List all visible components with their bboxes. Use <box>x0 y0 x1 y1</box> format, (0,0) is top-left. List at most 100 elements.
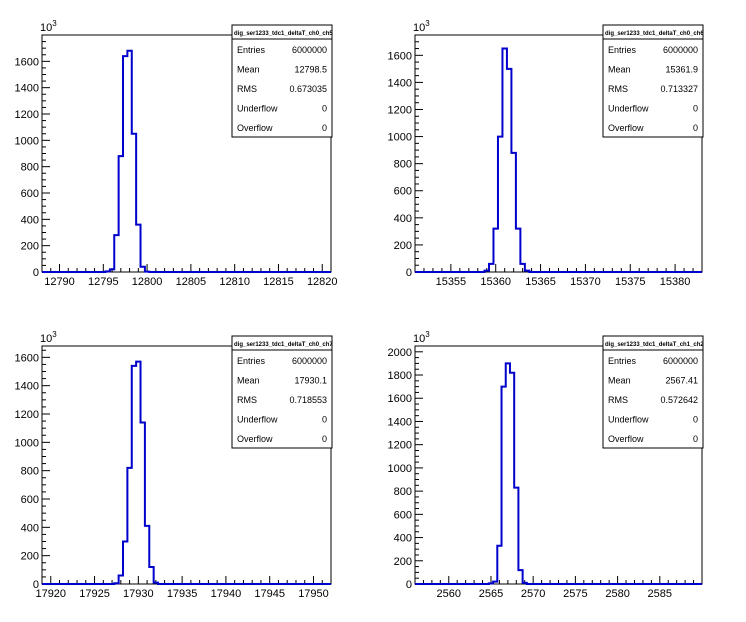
histogram-line <box>415 47 702 273</box>
y-tick-label: 400 <box>394 213 412 225</box>
stats-box-frame <box>602 335 704 449</box>
stats-value: 0.673035 <box>289 84 327 94</box>
stats-value: 0 <box>322 104 327 114</box>
histogram-line <box>415 362 702 585</box>
y-tick-label: 0 <box>406 579 412 591</box>
x-tick-label: 15380 <box>660 276 691 288</box>
y-tick-label: 0 <box>33 579 39 591</box>
y-tick-label: 800 <box>394 159 412 171</box>
x-tick-label: 17950 <box>298 588 329 600</box>
stats-value: 12798.5 <box>294 65 327 75</box>
stats-value: 0 <box>693 123 698 133</box>
stats-value: 0.572642 <box>660 395 698 405</box>
stats-value: 0 <box>322 415 327 425</box>
y-tick-label: 600 <box>394 509 412 521</box>
x-tick-label: 15375 <box>615 276 646 288</box>
y-tick-label: 1400 <box>15 381 39 393</box>
y-tick-label: 1800 <box>388 370 412 382</box>
stats-box: dig_ser1233_tdc1_deltaT_ch0_ch7 Entries 60… <box>231 335 333 449</box>
stats-value: 15361.9 <box>665 65 698 75</box>
y-tick-label: 800 <box>394 486 412 498</box>
stats-box-frame <box>602 24 704 138</box>
x-tick-label: 17930 <box>123 588 154 600</box>
stats-label: Mean <box>237 376 260 386</box>
x-tick-label: 12800 <box>132 276 163 288</box>
stats-title: dig_ser1233_tdc1_deltaT_ch0_ch6 <box>605 31 704 37</box>
y-tick-label: 2000 <box>388 347 412 359</box>
stats-label: Overflow <box>608 123 644 133</box>
histogram-bin <box>506 363 510 584</box>
stats-label: RMS <box>608 395 628 405</box>
stats-value: 6000000 <box>663 45 698 55</box>
y-tick-label: 200 <box>21 241 39 253</box>
y-tick-label: 0 <box>406 267 412 279</box>
y-tick-label: 1000 <box>388 463 412 475</box>
y-tick-label: 1000 <box>15 437 39 449</box>
y-tick-label: 1200 <box>15 409 39 421</box>
histogram-panel-2: 15355 15360 15365 15370 15375 15380 0 200 400 600… <box>388 19 705 288</box>
y-multiplier: 103 <box>40 330 57 345</box>
y-tick-label: 200 <box>394 556 412 568</box>
y-tick-label: 200 <box>394 240 412 252</box>
stats-value: 0 <box>693 415 698 425</box>
histogram-panel-3: 17920 17925 17930 17935 17940 17945 17950 0 200 4… <box>15 330 334 600</box>
stats-label: Entries <box>608 356 637 366</box>
y-multiplier: 103 <box>413 19 430 34</box>
stats-label: Overflow <box>237 123 273 133</box>
stats-value: 6000000 <box>663 356 698 366</box>
stats-label: Mean <box>608 65 631 75</box>
y-tick-label: 1400 <box>388 416 412 428</box>
stats-value: 0.713327 <box>660 84 698 94</box>
stats-value: 6000000 <box>292 45 327 55</box>
x-tick-label: 15360 <box>480 276 511 288</box>
y-tick-label: 1400 <box>15 83 39 95</box>
y-tick-label: 400 <box>21 214 39 226</box>
y-tick-label: 600 <box>21 494 39 506</box>
stats-label: Underflow <box>237 415 278 425</box>
x-tick-label: 2585 <box>648 588 672 600</box>
y-tick-label: 1000 <box>388 132 412 144</box>
y-tick-label: 1200 <box>388 104 412 116</box>
stats-value: 0 <box>693 434 698 444</box>
stats-value: 2567.41 <box>665 376 698 386</box>
stats-title: dig_ser1233_tdc1_deltaT_ch0_ch7 <box>234 342 333 348</box>
x-tick-label: 2575 <box>563 588 587 600</box>
stats-title: dig_ser1233_tdc1_deltaT_ch0_ch5 <box>234 31 333 37</box>
x-tick-label: 17940 <box>211 588 242 600</box>
histogram-line <box>42 360 331 585</box>
y-tick-label: 400 <box>394 533 412 545</box>
stats-label: Entries <box>237 45 266 55</box>
y-tick-label: 0 <box>33 267 39 279</box>
y-tick-label: 1200 <box>388 440 412 452</box>
y-tick-label: 800 <box>21 466 39 478</box>
x-tick-label: 2565 <box>479 588 503 600</box>
stats-box: dig_ser1233_tdc1_deltaT_ch0_ch5 Entries 60… <box>231 24 333 138</box>
stats-title: dig_ser1233_tdc1_deltaT_ch1_ch2 <box>605 342 704 348</box>
x-tick-label: 17920 <box>35 588 66 600</box>
stats-value: 0 <box>322 123 327 133</box>
x-tick-label: 17945 <box>254 588 285 600</box>
x-tick-label: 12805 <box>176 276 207 288</box>
x-tick-label: 12795 <box>88 276 119 288</box>
stats-label: RMS <box>237 84 257 94</box>
x-tick-label: 15365 <box>525 276 556 288</box>
y-tick-label: 1200 <box>15 109 39 121</box>
histogram-panel-1: 12790 12795 12800 12805 12810 12815 12820 0 200 4… <box>15 19 338 288</box>
y-tick-label: 400 <box>21 522 39 534</box>
stats-label: Overflow <box>237 434 273 444</box>
stats-label: Entries <box>608 45 637 55</box>
x-tick-label: 15370 <box>570 276 601 288</box>
y-tick-label: 1400 <box>388 77 412 89</box>
stats-value: 6000000 <box>292 356 327 366</box>
y-tick-label: 1600 <box>388 393 412 405</box>
stats-label: Overflow <box>608 434 644 444</box>
stats-label: Underflow <box>608 415 649 425</box>
y-tick-label: 1600 <box>388 50 412 62</box>
y-tick-label: 1600 <box>15 352 39 364</box>
y-tick-label: 200 <box>21 551 39 563</box>
x-tick-label: 17925 <box>79 588 110 600</box>
x-tick-label: 12810 <box>219 276 250 288</box>
x-tick-label: 2580 <box>605 588 629 600</box>
stats-box-frame <box>231 24 333 138</box>
stats-label: Underflow <box>608 104 649 114</box>
